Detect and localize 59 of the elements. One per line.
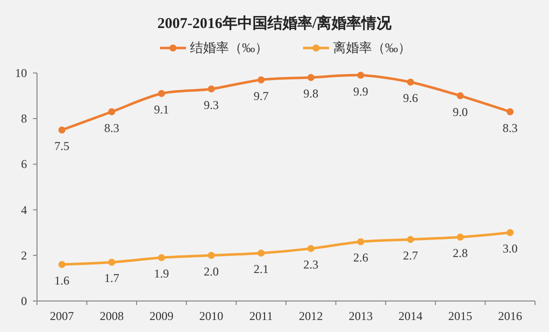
- x-tick-label: 2013: [348, 309, 373, 323]
- point: [108, 108, 116, 116]
- point: [58, 261, 66, 268]
- data-label: 3.0: [502, 242, 518, 256]
- point: [208, 85, 215, 92]
- data-label: 2.7: [403, 248, 418, 262]
- x-tick-label: 2009: [150, 309, 174, 323]
- point: [506, 108, 514, 116]
- x-tick-label: 2014: [398, 309, 422, 323]
- data-label: 1.6: [54, 274, 70, 288]
- point: [357, 238, 364, 246]
- x-tick-label: 2011: [249, 309, 273, 323]
- point: [208, 252, 215, 259]
- point: [258, 250, 265, 257]
- data-label: 8.3: [104, 120, 120, 135]
- point: [108, 258, 116, 266]
- point: [407, 78, 414, 86]
- data-label: 1.9: [154, 266, 169, 281]
- point: [158, 90, 165, 98]
- point: [357, 72, 364, 79]
- y-tick-label: 6: [21, 157, 27, 172]
- y-tick-label: 0: [21, 294, 27, 308]
- y-tick-label: 8: [21, 112, 27, 126]
- legend-label: 结婚率（‰）: [190, 40, 268, 55]
- data-label: 9.7: [254, 88, 269, 103]
- legend-label: 离婚率（‰）: [333, 40, 411, 55]
- data-label: 9.3: [204, 98, 219, 112]
- data-label: 9.6: [403, 91, 418, 106]
- data-label: 2.1: [254, 262, 269, 276]
- data-label: 9.9: [353, 84, 368, 98]
- chart-title: 2007-2016年中国结婚率/离婚率情况: [157, 14, 393, 32]
- point: [258, 76, 265, 84]
- data-label: 2.6: [353, 250, 368, 265]
- data-label: 1.7: [104, 271, 120, 286]
- data-label: 2.0: [204, 264, 219, 278]
- point: [456, 234, 464, 241]
- y-tick-label: 10: [15, 66, 27, 80]
- point: [506, 229, 514, 236]
- point: [407, 236, 414, 243]
- point: [307, 74, 314, 82]
- x-tick-label: 2016: [498, 309, 522, 323]
- data-label: 9.1: [154, 102, 169, 117]
- point: [58, 126, 66, 134]
- x-tick-label: 2007: [50, 309, 74, 323]
- data-label: 9.0: [452, 104, 468, 119]
- point: [307, 245, 314, 252]
- data-label: 2.3: [303, 258, 318, 272]
- x-tick-label: 2010: [199, 309, 224, 323]
- data-label: 2.8: [452, 246, 468, 260]
- data-label: 8.3: [502, 120, 518, 135]
- point: [456, 92, 464, 100]
- y-tick-label: 4: [21, 202, 27, 217]
- x-tick-label: 2012: [298, 309, 323, 323]
- data-label: 9.8: [303, 86, 318, 101]
- data-label: 7.5: [54, 139, 70, 153]
- point: [158, 254, 165, 262]
- y-tick-label: 2: [21, 248, 27, 262]
- x-tick-label: 2015: [448, 309, 472, 323]
- x-tick-label: 2008: [100, 309, 124, 323]
